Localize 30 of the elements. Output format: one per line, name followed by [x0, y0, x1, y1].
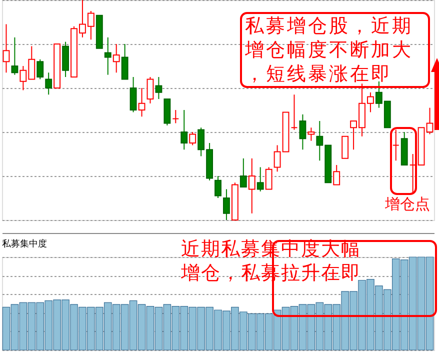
candlestick — [130, 76, 137, 113]
candlestick — [121, 44, 128, 80]
candlestick — [146, 76, 154, 104]
candlestick — [333, 164, 340, 186]
candlestick — [256, 166, 264, 192]
candlestick — [240, 158, 247, 188]
candlestick — [112, 44, 120, 74]
candlestick — [409, 154, 416, 194]
candlestick — [104, 36, 112, 76]
candlestick — [2, 24, 10, 74]
candlestick — [155, 76, 162, 100]
candlestick — [172, 110, 180, 124]
candlestick — [138, 88, 146, 118]
annotation: 增仓点 — [385, 194, 430, 215]
candlestick — [11, 36, 18, 76]
annotation: 私募增仓股，近期增仓幅度不断加大，短线暴涨在即 — [240, 12, 430, 88]
candlestick — [180, 110, 188, 150]
candlestick — [265, 166, 272, 190]
candlestick — [189, 132, 196, 146]
candlestick — [36, 58, 44, 80]
candlestick — [308, 127, 315, 142]
candlestick — [214, 176, 222, 198]
candlestick — [290, 94, 298, 130]
y-axis-title: 私募集中度 — [2, 238, 47, 250]
candlestick — [392, 129, 400, 162]
candlestick — [299, 114, 306, 150]
candlestick — [45, 72, 52, 96]
candlestick — [342, 136, 349, 159]
candlestick — [223, 188, 230, 220]
candlestick — [248, 158, 256, 214]
